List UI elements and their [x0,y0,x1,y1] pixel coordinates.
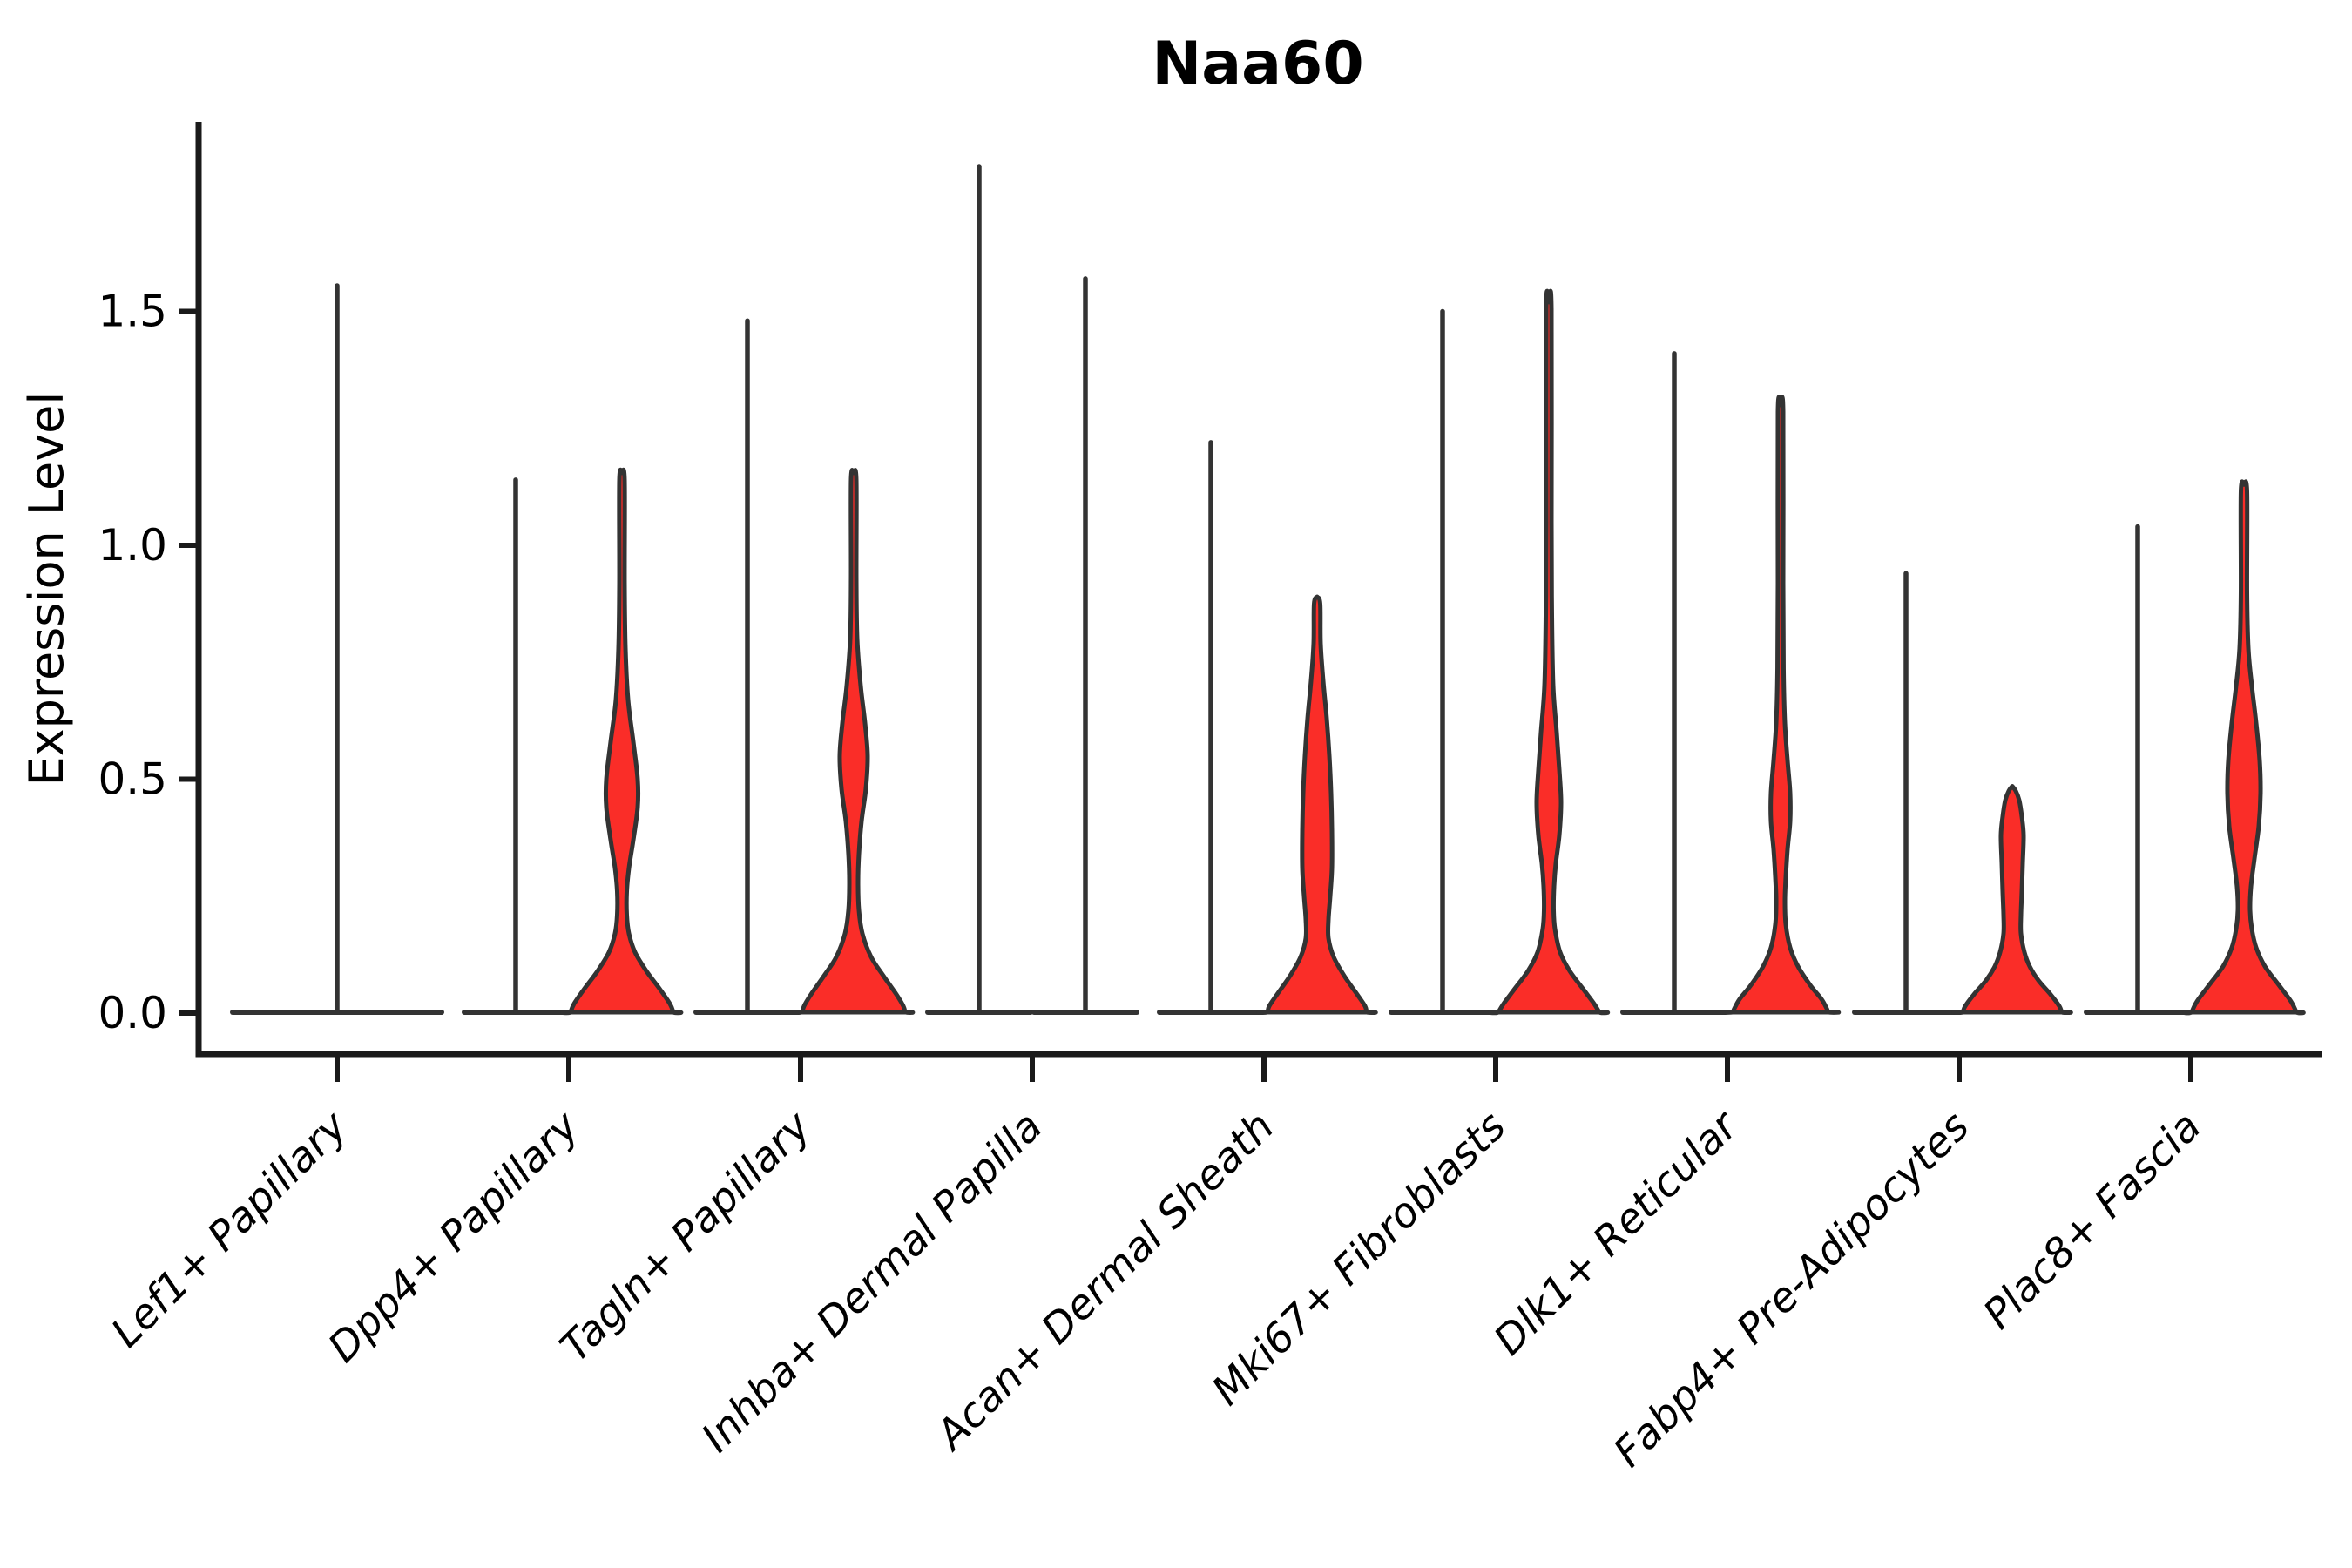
violins-layer [230,164,2306,1016]
y-tick-label: 1.0 [98,520,167,571]
violin-body-Plac8+ Fascia [2182,479,2306,1016]
x-tick-label-0: Lef1+ Papillary [102,1102,357,1357]
plot-title: Naa60 [1152,30,1363,98]
violin-body-Tagln+ Papillary [792,468,916,1016]
x-tick-label-8: Plac8+ Fascia [1974,1103,2210,1339]
y-tick-label: 1.5 [98,287,167,337]
violin-body-Dpp4+ Papillary [560,467,684,1016]
violin-body-Dlk1+ Reticular [1720,395,1842,1015]
violin-body-Acan+ Dermal Sheath [1256,594,1378,1016]
y-axis-ticks: 0.0 0.5 1.0 1.5 [98,287,199,1038]
x-tick-label-1: Dpp4+ Papillary [319,1102,589,1372]
violin-body-Mki67+ Fibroblasts [1487,288,1611,1016]
x-tick-label-2: Tagln+ Papillary [551,1102,821,1372]
y-tick-label: 0.0 [98,988,167,1038]
y-axis-label: Expression Level [19,392,74,787]
violin-body-Fabp4+ Pre-Adipocytes [1951,784,2073,1016]
x-tick-label-6: Dlk1+ Reticular [1485,1101,1749,1365]
y-tick-label: 0.5 [98,754,167,805]
